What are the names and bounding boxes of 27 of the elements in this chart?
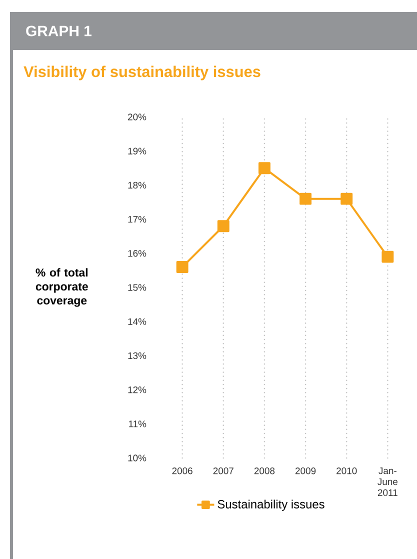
point	[382, 250, 394, 263]
x-tick-label: Jan-June 2011	[378, 468, 398, 496]
point	[176, 261, 188, 274]
y-tick-label: 18%	[128, 182, 146, 189]
y-tick-label: 13%	[128, 352, 146, 360]
point	[340, 192, 353, 205]
y-tick-label: 16%	[128, 250, 146, 257]
caption: GRAPH 1	[26, 26, 92, 36]
y-tick-label: 15%	[128, 284, 146, 291]
point	[300, 192, 312, 205]
y-tick-label: 19%	[128, 148, 146, 154]
chart-title: Visibility of sustainability issues	[24, 66, 260, 80]
point	[217, 220, 230, 232]
x-tick-label: 2010	[336, 468, 357, 474]
x-tick-label: 2006	[172, 468, 192, 474]
y-tick-label: 12%	[128, 386, 146, 394]
x-tick-label: 2007	[213, 468, 234, 474]
y-tick-label: 10%	[128, 454, 146, 462]
y-tick-label: 11%	[128, 420, 146, 428]
x-tick-label: 2008	[254, 468, 275, 474]
y-axis-title: % of total corporate coverage	[36, 268, 88, 307]
y-tick-label: 14%	[128, 318, 146, 325]
y-tick-label: 20%	[128, 114, 146, 120]
point	[258, 162, 270, 174]
legend-label: Sustainability issues	[218, 500, 324, 511]
y-tick-label: 17%	[128, 216, 146, 223]
x-tick-label: 2009	[295, 468, 316, 474]
